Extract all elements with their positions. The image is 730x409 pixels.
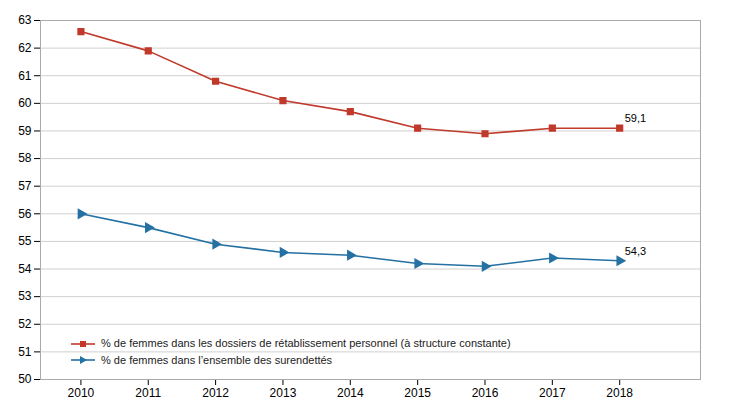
svg-text:63: 63 bbox=[18, 13, 32, 27]
svg-text:2017: 2017 bbox=[539, 386, 566, 400]
svg-text:59,1: 59,1 bbox=[625, 112, 646, 124]
svg-text:53: 53 bbox=[18, 289, 32, 303]
svg-text:2012: 2012 bbox=[202, 386, 229, 400]
html-text:% de femmes dans les dossiers: % de femmes dans les dossiers de rétabli… bbox=[101, 337, 511, 350]
svg-text:54: 54 bbox=[18, 262, 32, 276]
svg-text:2011: 2011 bbox=[135, 386, 161, 400]
svg-text:2016: 2016 bbox=[472, 386, 499, 400]
svg-text:59: 59 bbox=[18, 124, 32, 138]
svg-text:51: 51 bbox=[18, 345, 32, 359]
svg-text:62: 62 bbox=[18, 41, 32, 55]
svg-text:55: 55 bbox=[18, 234, 32, 248]
svg-text:50: 50 bbox=[18, 372, 32, 386]
svg-text:60: 60 bbox=[18, 96, 32, 110]
svg-text:2015: 2015 bbox=[404, 386, 431, 400]
svg-text:2010: 2010 bbox=[68, 386, 95, 400]
svg-text:2013: 2013 bbox=[270, 386, 297, 400]
html-text:% de femmes dans l’ensemble de: % de femmes dans l’ensemble des surendet… bbox=[101, 353, 333, 366]
svg-text:61: 61 bbox=[18, 69, 32, 83]
svg-text:57: 57 bbox=[18, 179, 32, 193]
svg-text:52: 52 bbox=[18, 317, 32, 331]
svg-text:56: 56 bbox=[18, 207, 32, 221]
svg-text:54,3: 54,3 bbox=[625, 245, 646, 257]
svg-text:58: 58 bbox=[18, 151, 32, 165]
svg-text:2014: 2014 bbox=[337, 386, 364, 400]
svg-text:2018: 2018 bbox=[606, 386, 633, 400]
